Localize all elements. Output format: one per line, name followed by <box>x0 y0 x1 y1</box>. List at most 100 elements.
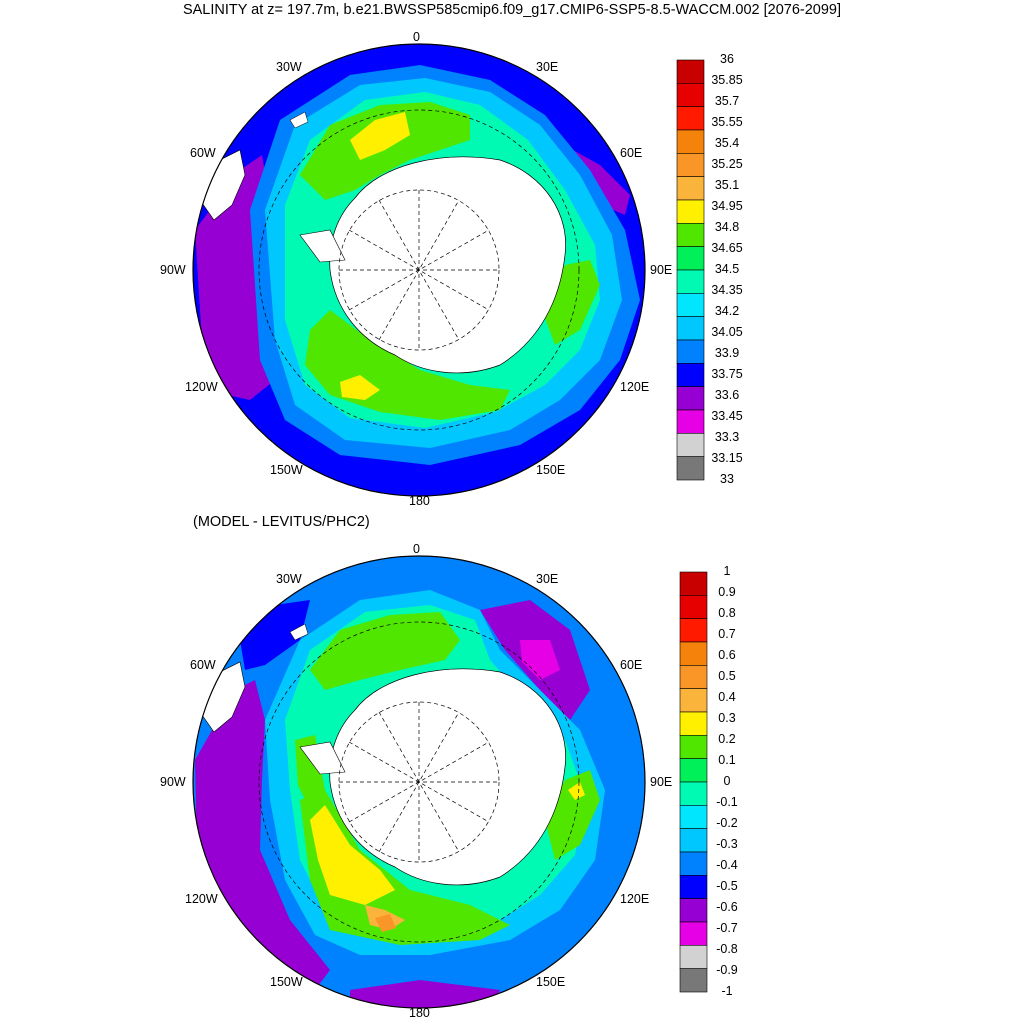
colorbar-box <box>679 921 708 946</box>
colorbar-tick-label: 34.8 <box>714 220 740 234</box>
lon-label-30w: 30W <box>276 60 302 74</box>
colorbar-box <box>676 363 705 387</box>
colorbar-tick-label: 1 <box>723 564 731 578</box>
colorbar-box <box>679 665 708 689</box>
colorbar-tick-label: -0.5 <box>716 879 738 893</box>
colorbar-tick-label: -0.1 <box>716 795 738 809</box>
colorbar-box <box>676 59 705 84</box>
colorbar-tick-label: -0.2 <box>716 816 738 830</box>
colorbar-box <box>676 106 705 131</box>
colorbar-box <box>676 223 705 247</box>
colorbar-box <box>676 153 705 177</box>
colorbar-tick-label: -0.4 <box>716 858 738 872</box>
ross-maximum-anomaly <box>375 914 396 932</box>
colorbar-box <box>679 641 708 666</box>
colorbar-tick-label: 34.65 <box>711 241 743 255</box>
colorbar-tick-label: 34.5 <box>714 262 740 276</box>
lon-label-60e: 60E <box>620 146 643 160</box>
lon-label-30w-diff: 30W <box>276 572 302 586</box>
antarctica-landmass <box>329 156 566 374</box>
colorbar-tick-label: 0.4 <box>718 690 736 704</box>
ross-sea-yellow <box>340 375 380 400</box>
colorbar-tick-label: 0.2 <box>718 732 736 746</box>
south-georgia-island <box>289 111 309 129</box>
colorbar-tick-label: 35.7 <box>714 94 740 108</box>
colorbar-box <box>676 456 705 481</box>
negative-anomaly-drake <box>240 600 310 670</box>
weddell-high-salinity-yellow <box>350 112 410 160</box>
colorbar-box <box>679 711 708 736</box>
colorbar-box <box>679 898 708 923</box>
colorbar-tick-label: -0.6 <box>716 900 738 914</box>
lon-label-0: 0 <box>413 30 420 44</box>
colorbar-tick-label: 0.5 <box>718 669 736 683</box>
lon-label-120e-diff: 120E <box>620 892 650 906</box>
colorbar-box <box>676 316 705 341</box>
antarctic-peninsula-diff <box>299 741 346 775</box>
colorbar-box <box>676 409 705 434</box>
weddell-gyre-green <box>300 102 470 200</box>
colorbar-box <box>676 129 705 154</box>
lon-label-150e: 150E <box>536 463 566 477</box>
east-antarctic-peak-anomaly <box>568 782 585 800</box>
lon-label-30e-diff: 30E <box>536 572 559 586</box>
graticule-top <box>258 109 580 431</box>
colorbar-box <box>676 386 705 411</box>
lon-label-90e: 90E <box>650 263 673 277</box>
colorbar-tick-label: 33.75 <box>711 367 743 381</box>
colorbar-tick-label: 0.6 <box>718 648 736 662</box>
figure-title: SALINITY at z= 197.7m, b.e21.BWSSP585cmi… <box>182 2 842 18</box>
colorbar-box <box>679 571 708 596</box>
colorbar-box <box>679 875 708 899</box>
lon-label-150w-diff: 150W <box>270 975 303 989</box>
colorbar-bottom <box>679 571 708 993</box>
colorbar-box <box>679 945 708 969</box>
ross-positive-anomaly <box>300 790 510 945</box>
colorbar-tick-label: 33.45 <box>711 409 743 423</box>
colorbar-tick-label: -0.8 <box>716 942 738 956</box>
lon-label-180-diff: 180 <box>409 1006 430 1020</box>
colorbar-box <box>679 688 708 713</box>
colorbar-tick-label: 35.25 <box>711 157 743 171</box>
colorbar-tick-label: 0.3 <box>718 711 736 725</box>
colorbar-box <box>679 595 708 619</box>
map-boundary-top <box>192 43 646 497</box>
colorbar-tick-label: 0 <box>723 774 731 788</box>
colorbar-tick-label: 33 <box>720 472 734 486</box>
colorbar-tick-label: 0.1 <box>718 753 736 767</box>
colorbar-tick-label: 33.15 <box>711 451 743 465</box>
colorbar-box <box>679 968 708 993</box>
colorbar-tick-label: 0.8 <box>718 606 736 620</box>
lon-label-60w-diff: 60W <box>190 658 216 672</box>
colorbar-box <box>676 339 705 364</box>
strong-negative-anomaly <box>520 640 560 680</box>
difference-subtitle: (MODEL - LEVITUS/PHC2) <box>193 514 370 530</box>
colorbar-box <box>676 199 705 224</box>
colorbar-box <box>679 781 708 806</box>
colorbar-box <box>679 851 708 876</box>
colorbar-tick-label: 34.2 <box>714 304 740 318</box>
colorbar-tick-label: 36 <box>720 52 734 66</box>
colorbar-tick-label: 35.85 <box>711 73 743 87</box>
colorbar-tick-label: 33.3 <box>714 430 740 444</box>
lon-label-30e: 30E <box>536 60 559 74</box>
antarctic-peninsula <box>299 229 346 263</box>
lon-label-180: 180 <box>409 494 430 508</box>
colorbar-tick-label: 33.6 <box>714 388 740 402</box>
lon-label-150w: 150W <box>270 463 303 477</box>
colorbar-tick-label: 0.9 <box>718 585 736 599</box>
colorbar-box <box>676 293 705 317</box>
salinity-difference-map <box>192 555 646 1009</box>
colorbar-box <box>676 83 705 107</box>
colorbar-tick-label: -0.7 <box>716 921 738 935</box>
colorbar-box <box>679 805 708 829</box>
lon-label-120e: 120E <box>620 380 650 394</box>
colorbar-tick-label: 0.7 <box>718 627 736 641</box>
colorbar-tick-label: -0.3 <box>716 837 738 851</box>
map-boundary-bottom <box>192 555 646 1009</box>
colorbar-tick-label: -0.9 <box>716 963 738 977</box>
lon-label-150e-diff: 150E <box>536 975 566 989</box>
graticule-bottom <box>258 621 580 943</box>
colorbar-tick-label: 34.35 <box>711 283 743 297</box>
colorbar-box <box>679 735 708 759</box>
